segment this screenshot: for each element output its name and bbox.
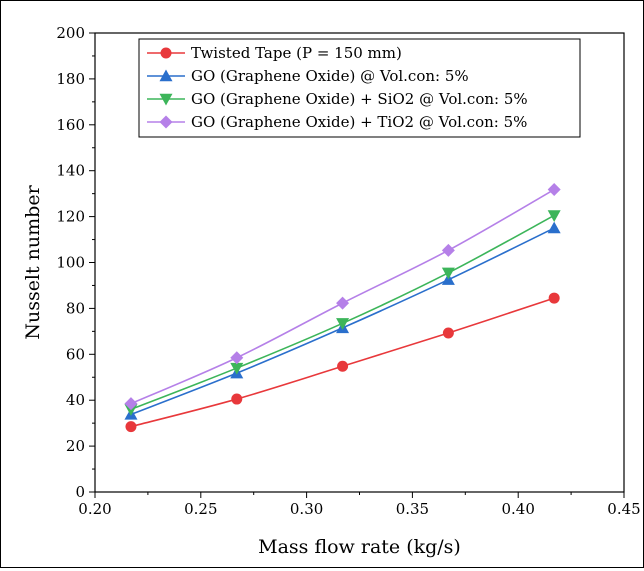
legend-item: GO (Graphene Oxide) + SiO2 @ Vol.con: 5% — [147, 90, 528, 108]
y-tick-label: 160 — [56, 116, 85, 134]
axes: 0 20 40 60 80 100 120 140 160 180 200 0.20 0.25 0.30 0… — [56, 24, 640, 518]
data-point — [336, 296, 350, 310]
y-tick-label: 120 — [56, 208, 85, 226]
legend-label: GO (Graphene Oxide) @ Vol.con: 5% — [191, 67, 469, 85]
data-point — [230, 351, 244, 365]
legend-marker — [160, 47, 172, 59]
data-point — [547, 210, 561, 222]
data-point — [548, 292, 560, 304]
y-tick-label: 80 — [66, 299, 85, 317]
data-point — [441, 267, 455, 280]
legend-label: Twisted Tape (P = 150 mm) — [191, 44, 402, 62]
data-point — [442, 327, 454, 339]
data-point — [547, 183, 561, 197]
legend-item: GO (Graphene Oxide) @ Vol.con: 5% — [147, 67, 469, 85]
y-tick-label: 0 — [75, 483, 85, 501]
legend-box — [138, 38, 581, 138]
y-tick-label: 20 — [66, 437, 85, 455]
x-tick-label: 0.25 — [184, 500, 217, 518]
x-tick-label: 0.45 — [607, 500, 640, 518]
x-axis-title: Mass flow rate (kg/s) — [258, 536, 461, 558]
legend-marker — [159, 115, 173, 129]
y-tick-label: 60 — [66, 345, 85, 363]
legend-label: GO (Graphene Oxide) + TiO2 @ Vol.con: 5% — [191, 113, 527, 131]
data-point — [336, 318, 350, 330]
series-4 — [124, 183, 561, 411]
x-tick-label: 0.35 — [396, 500, 429, 518]
data-point — [547, 221, 561, 234]
x-tick-label: 0.30 — [290, 500, 323, 518]
data-point — [230, 362, 244, 375]
series-layer — [124, 183, 561, 433]
legend-marker — [159, 93, 173, 106]
x-tick-label: 0.20 — [78, 500, 111, 518]
legend-item: Twisted Tape (P = 150 mm) — [147, 44, 402, 62]
legend-marker — [159, 69, 173, 82]
data-point — [337, 360, 349, 372]
legend-item: GO (Graphene Oxide) + TiO2 @ Vol.con: 5% — [147, 113, 527, 131]
data-point — [125, 421, 137, 433]
legend-label: GO (Graphene Oxide) + SiO2 @ Vol.con: 5% — [191, 90, 528, 108]
data-point — [441, 243, 455, 257]
x-tick-label: 0.40 — [501, 500, 534, 518]
y-tick-label: 100 — [56, 254, 85, 272]
y-axis-title: Nusselt number — [22, 184, 44, 339]
legend: Twisted Tape (P = 150 mm) GO (Graphene Ox… — [138, 38, 581, 138]
y-tick-label: 140 — [56, 162, 85, 180]
data-point — [124, 397, 138, 411]
y-tick-label: 200 — [56, 24, 85, 42]
series-3 — [124, 210, 561, 416]
series-line — [130, 214, 555, 411]
y-tick-label: 40 — [66, 391, 85, 409]
data-point — [231, 393, 243, 405]
y-tick-label: 180 — [56, 70, 85, 88]
series-1 — [125, 292, 560, 433]
